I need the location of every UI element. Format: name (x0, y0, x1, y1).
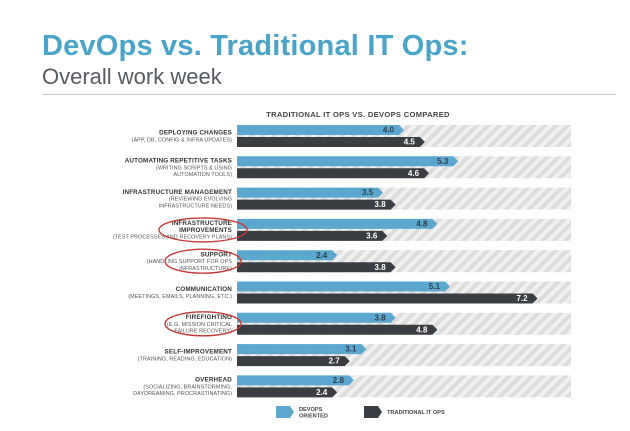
devops-bar (237, 375, 354, 386)
category-sublabel: (E.G. MISSION CRITICAL (167, 322, 232, 328)
category-sublabel: (TEST PROCESSES AND RECOVERY PLANS) (113, 235, 232, 241)
category-sublabel: (MEETINGS, EMAILS, PLANNING, ETC.) (128, 294, 232, 300)
traditional-value-label: 7.2 (516, 294, 528, 303)
devops-bar (237, 281, 450, 292)
category-label: INFRASTRUCTURE MANAGEMENT (123, 189, 232, 196)
traditional-value-label: 3.6 (366, 232, 378, 241)
devops-bar (237, 125, 404, 135)
traditional-value-label: 3.8 (375, 263, 387, 272)
devops-value-label: 4.0 (383, 126, 395, 135)
chart-row: 3.1 2.7 SELF-IMPROVEMENT(TRAINING, READING… (138, 344, 571, 367)
traditional-bar (237, 199, 396, 210)
traditional-bar (237, 262, 396, 273)
devops-bar (237, 187, 384, 198)
traditional-bar (237, 356, 350, 367)
chart-title: TRADITIONAL IT OPS VS. DEVOPS COMPARED (266, 110, 450, 119)
traditional-bar (237, 324, 438, 335)
legend-item: TRADITIONAL IT OPS (364, 406, 445, 418)
category-label: INFRASTRUCTURE (172, 220, 232, 227)
category-sublabel: (TRAINING, READING, EDUCATION) (138, 357, 232, 363)
traditional-bar (237, 137, 425, 147)
traditional-value-label: 4.8 (416, 325, 428, 334)
category-sublabel: (HANDLING SUPPORT FOR OPS (147, 259, 233, 265)
category-sublabel: INFRASTRUCTURE NEEDS) (159, 203, 232, 209)
chart-row: 2.4 3.8 SUPPORT(HANDLING SUPPORT FOR OPSIN… (147, 248, 571, 274)
chart-row: 2.8 2.4 OVERHEAD(SOCIALIZING, BRAINSTORMIN… (133, 375, 571, 398)
devops-value-label: 2.4 (316, 251, 328, 260)
traditional-value-label: 4.5 (404, 138, 416, 147)
category-label: COMMUNICATION (176, 286, 233, 293)
devops-bar (237, 344, 367, 355)
traditional-value-label: 2.4 (316, 388, 328, 397)
page-subtitle: Overall work week (42, 64, 222, 89)
traditional-legend-swatch (364, 406, 382, 418)
devops-value-label: 2.8 (333, 376, 345, 385)
devops-value-label: 5.3 (437, 157, 449, 166)
highlight-circle (158, 217, 248, 243)
traditional-bar (237, 387, 338, 398)
category-sublabel: DAYDREAMING, PROCRASTINATING) (133, 391, 232, 397)
category-sublabel: FAILURE RECOVERY) (174, 329, 232, 335)
highlight-circle (164, 311, 242, 337)
category-label: SELF-IMPROVEMENT (165, 349, 232, 356)
traditional-bar (237, 293, 538, 304)
category-sublabel: (SOCIALIZING, BRAINSTORMING, (143, 384, 232, 390)
traditional-value-label: 4.6 (408, 169, 420, 178)
category-label: SUPPORT (201, 251, 233, 258)
title-divider (42, 94, 616, 95)
chart-row: 5.1 7.2 COMMUNICATION(MEETINGS, EMAILS, PL… (128, 281, 571, 304)
traditional-bar (237, 168, 430, 179)
devops-value-label: 4.8 (416, 220, 428, 229)
category-label: IMPROVEMENTS (179, 227, 232, 234)
chart-row: 3.8 4.8 FIREFIGHTING(E.G. MISSION CRITICAL… (164, 311, 571, 337)
legend-label: DEVOPS (299, 407, 323, 413)
devops-value-label: 3.8 (375, 313, 387, 322)
chart-row: 4.0 4.5 DEPLOYING CHANGES(APP, DB, CONFIG … (132, 125, 571, 147)
page-title: DevOps vs. Traditional IT Ops: (42, 30, 469, 62)
devops-legend-swatch (276, 406, 294, 418)
chart-row: 3.53.8 INFRASTRUCTURE MANAGEMENT(REVIEWIN… (123, 187, 571, 210)
devops-bar (237, 218, 438, 229)
traditional-value-label: 2.7 (329, 357, 341, 366)
category-label: OVERHEAD (195, 377, 232, 384)
devops-bar (237, 156, 459, 167)
devops-bar (237, 250, 338, 261)
category-sublabel: INFRASTRUCTURE) (179, 266, 232, 272)
devops-bar (237, 312, 396, 323)
category-sublabel: (REVIEWING EVOLVING (169, 197, 232, 203)
legend-label: TRADITIONAL IT OPS (387, 410, 445, 416)
traditional-bar (237, 230, 388, 241)
category-label: FIREFIGHTING (186, 314, 232, 321)
devops-value-label: 3.1 (345, 345, 357, 354)
traditional-value-label: 3.8 (375, 200, 387, 209)
devops-value-label: 5.1 (429, 282, 441, 291)
devops-value-label: 3.5 (362, 188, 374, 197)
category-sublabel: (APP, DB, CONFIG & INFRA UPDATES) (132, 137, 233, 143)
highlight-circle (164, 248, 242, 274)
chart-row: 5.3 4.6 AUTOMATING REPETITIVE TASKS(WRITIN… (125, 156, 571, 179)
category-label: DEPLOYING CHANGES (159, 130, 232, 137)
category-sublabel: (WRITING SCRIPTS & USING (156, 165, 232, 171)
category-sublabel: AUTOMATION TOOLS) (173, 172, 232, 178)
category-label: AUTOMATING REPETITIVE TASKS (125, 158, 232, 165)
legend-label: ORIENTED (299, 413, 328, 419)
